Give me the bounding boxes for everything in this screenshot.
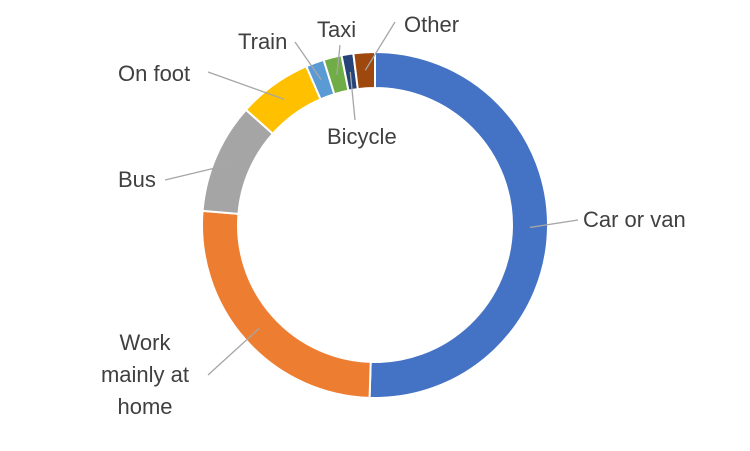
leader-line bbox=[294, 41, 322, 81]
donut-slice bbox=[368, 50, 549, 399]
leader-line bbox=[529, 219, 579, 229]
data-label: On foot bbox=[118, 61, 191, 86]
data-label: Taxi bbox=[317, 17, 357, 42]
leader-line bbox=[164, 163, 233, 181]
data-label: Work mainly at home bbox=[100, 330, 190, 419]
data-label: Train bbox=[238, 29, 288, 54]
leader-line bbox=[364, 21, 396, 71]
leader-line bbox=[336, 44, 341, 75]
data-label: Car or van bbox=[583, 207, 686, 232]
leader-line bbox=[207, 327, 260, 376]
leader-line bbox=[349, 71, 356, 121]
data-label: Bus bbox=[118, 167, 156, 192]
leader-line bbox=[207, 71, 285, 100]
data-label: Other bbox=[404, 12, 460, 37]
data-label: Bicycle bbox=[327, 124, 397, 149]
donut-slice bbox=[201, 209, 372, 399]
donut-slice bbox=[352, 50, 376, 91]
